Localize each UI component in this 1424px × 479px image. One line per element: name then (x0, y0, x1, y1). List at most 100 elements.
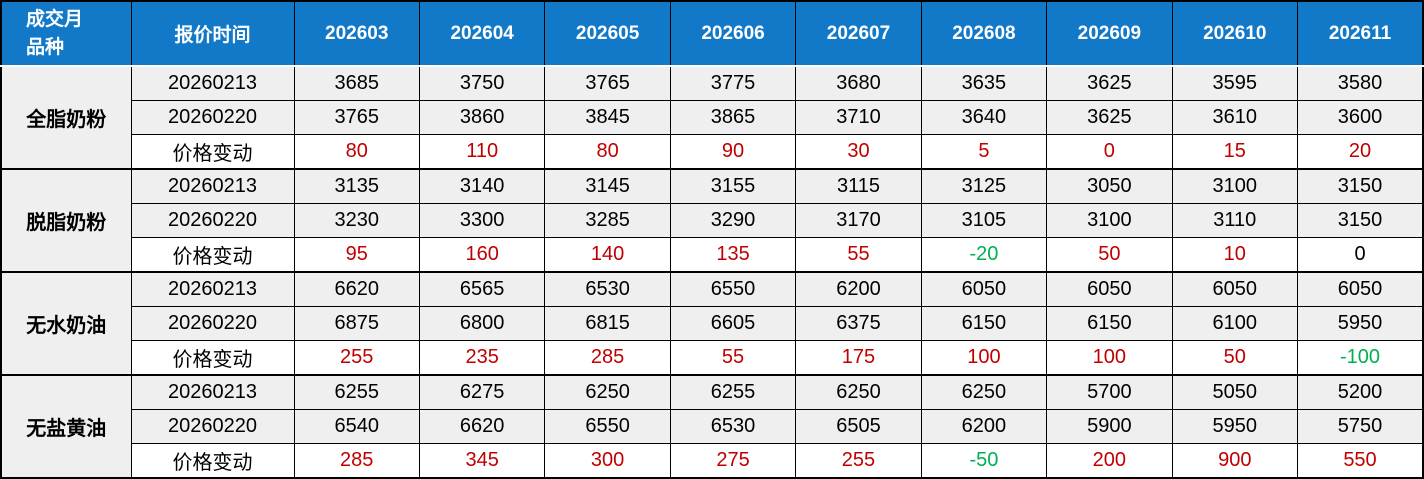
price-cell: 5050 (1171, 374, 1299, 410)
price-cell: 6530 (544, 271, 671, 307)
change-cell: 550 (1297, 443, 1424, 479)
change-cell: -100 (1297, 340, 1424, 376)
change-cell: 255 (293, 340, 420, 376)
change-cell: 55 (795, 237, 922, 273)
price-cell: 3135 (293, 168, 420, 204)
price-cell: 3865 (669, 100, 797, 135)
price-cell: 3580 (1297, 65, 1424, 101)
change-cell: 140 (544, 237, 671, 273)
price-cell: 3170 (795, 203, 922, 238)
price-cell: 3595 (1171, 65, 1299, 101)
change-cell: 175 (795, 340, 922, 376)
change-cell: 55 (669, 340, 797, 376)
price-cell: 3685 (293, 65, 420, 101)
price-cell: 6550 (544, 409, 671, 444)
price-cell: 6505 (795, 409, 922, 444)
change-cell: 345 (418, 443, 546, 479)
change-cell: 285 (544, 340, 671, 376)
table-row: 全脂奶粉 20260213 3685 3750 3765 3775 3680 3635 3625… (0, 65, 1424, 170)
month-header-202603: 202603 (293, 0, 420, 67)
price-cell: 6150 (1046, 306, 1173, 341)
price-cell: 3625 (1046, 65, 1173, 101)
price-cell: 6250 (920, 374, 1048, 410)
price-cell: 3625 (1046, 100, 1173, 135)
price-cell: 6100 (1171, 306, 1299, 341)
price-cell: 6150 (920, 306, 1048, 341)
change-cell: 90 (669, 134, 797, 170)
price-cell: 3150 (1297, 168, 1424, 204)
change-row-label: 价格变动 (130, 134, 295, 170)
quote-date-label: 20260220 (130, 203, 295, 238)
price-cell: 6605 (669, 306, 797, 341)
price-cell: 6375 (795, 306, 922, 341)
change-cell: 200 (1046, 443, 1173, 479)
price-cell: 3100 (1046, 203, 1173, 238)
price-cell: 6250 (544, 374, 671, 410)
price-cell: 6620 (293, 271, 420, 307)
corner-header-line1: 成交月 (26, 8, 84, 30)
change-cell: 300 (544, 443, 671, 479)
price-cell: 6540 (293, 409, 420, 444)
table-row: 价格变动 95 160 140 135 55 -20 50 10 0 (1, 237, 1424, 273)
table-header-row: 成交月 品种 报价时间 202603 202604 202605 202606 2026… (0, 0, 1424, 67)
table-row: 脱脂奶粉 20260213 3135 3140 3145 3155 3115 3125 3050… (0, 168, 1424, 273)
price-cell: 5750 (1297, 409, 1424, 444)
quote-date-label: 20260213 (130, 374, 295, 410)
product-name: 脱脂奶粉 (0, 168, 132, 273)
price-cell: 3300 (418, 203, 546, 238)
price-cell: 6565 (418, 271, 546, 307)
price-cell: 6255 (293, 374, 420, 410)
change-cell: 160 (418, 237, 546, 273)
quote-time-header: 报价时间 (130, 0, 295, 67)
change-cell: -50 (920, 443, 1048, 479)
price-cell: 3150 (1297, 203, 1424, 238)
price-cell: 3710 (795, 100, 922, 135)
price-cell: 3290 (669, 203, 797, 238)
price-cell: 5900 (1046, 409, 1173, 444)
month-header-202607: 202607 (795, 0, 922, 67)
price-cell: 6800 (418, 306, 546, 341)
corner-header-line2: 品种 (26, 36, 65, 58)
change-cell: 235 (418, 340, 546, 376)
table-row: 无盐黄油 20260213 6255 6275 6250 6255 6250 6250 5700… (0, 374, 1424, 479)
price-cell: 6550 (669, 271, 797, 307)
change-cell: 50 (1046, 237, 1173, 273)
quote-date-label: 20260213 (130, 168, 295, 204)
price-cell: 6275 (418, 374, 546, 410)
price-cell: 5950 (1297, 306, 1424, 341)
change-cell: 30 (795, 134, 922, 170)
change-cell: -20 (920, 237, 1048, 273)
table-row: 价格变动 80 110 80 90 30 5 0 15 20 (1, 134, 1424, 170)
change-cell: 0 (1046, 134, 1173, 170)
price-cell: 3680 (795, 65, 922, 101)
change-cell: 50 (1171, 340, 1299, 376)
corner-header: 成交月 品种 (0, 0, 132, 67)
price-cell: 6815 (544, 306, 671, 341)
price-cell: 6050 (1297, 271, 1424, 307)
price-cell: 3115 (795, 168, 922, 204)
change-cell: 285 (293, 443, 420, 479)
month-header-202611: 202611 (1297, 0, 1424, 67)
month-header-202604: 202604 (418, 0, 546, 67)
price-cell: 3765 (293, 100, 420, 135)
price-cell: 3860 (418, 100, 546, 135)
change-cell: 275 (669, 443, 797, 479)
price-cell: 3285 (544, 203, 671, 238)
change-cell: 135 (669, 237, 797, 273)
price-cell: 3140 (418, 168, 546, 204)
price-cell: 6250 (795, 374, 922, 410)
price-cell: 3110 (1171, 203, 1299, 238)
month-header-202608: 202608 (920, 0, 1048, 67)
table-row: 价格变动 285 345 300 275 255 -50 200 900 550 (1, 443, 1424, 479)
month-header-202610: 202610 (1171, 0, 1299, 67)
price-cell: 5700 (1046, 374, 1173, 410)
change-cell: 900 (1171, 443, 1299, 479)
change-row-label: 价格变动 (130, 443, 295, 479)
price-cell: 3845 (544, 100, 671, 135)
table-row: 20260220 3230 3300 3285 3290 3170 3105 3100 3110… (1, 203, 1424, 238)
table-row: 20260220 3765 3860 3845 3865 3710 3640 3625 3610… (1, 100, 1424, 135)
table-row: 20260220 6540 6620 6550 6530 6505 6200 5900 5950… (1, 409, 1424, 444)
change-cell: 100 (920, 340, 1048, 376)
price-cell: 3775 (669, 65, 797, 101)
